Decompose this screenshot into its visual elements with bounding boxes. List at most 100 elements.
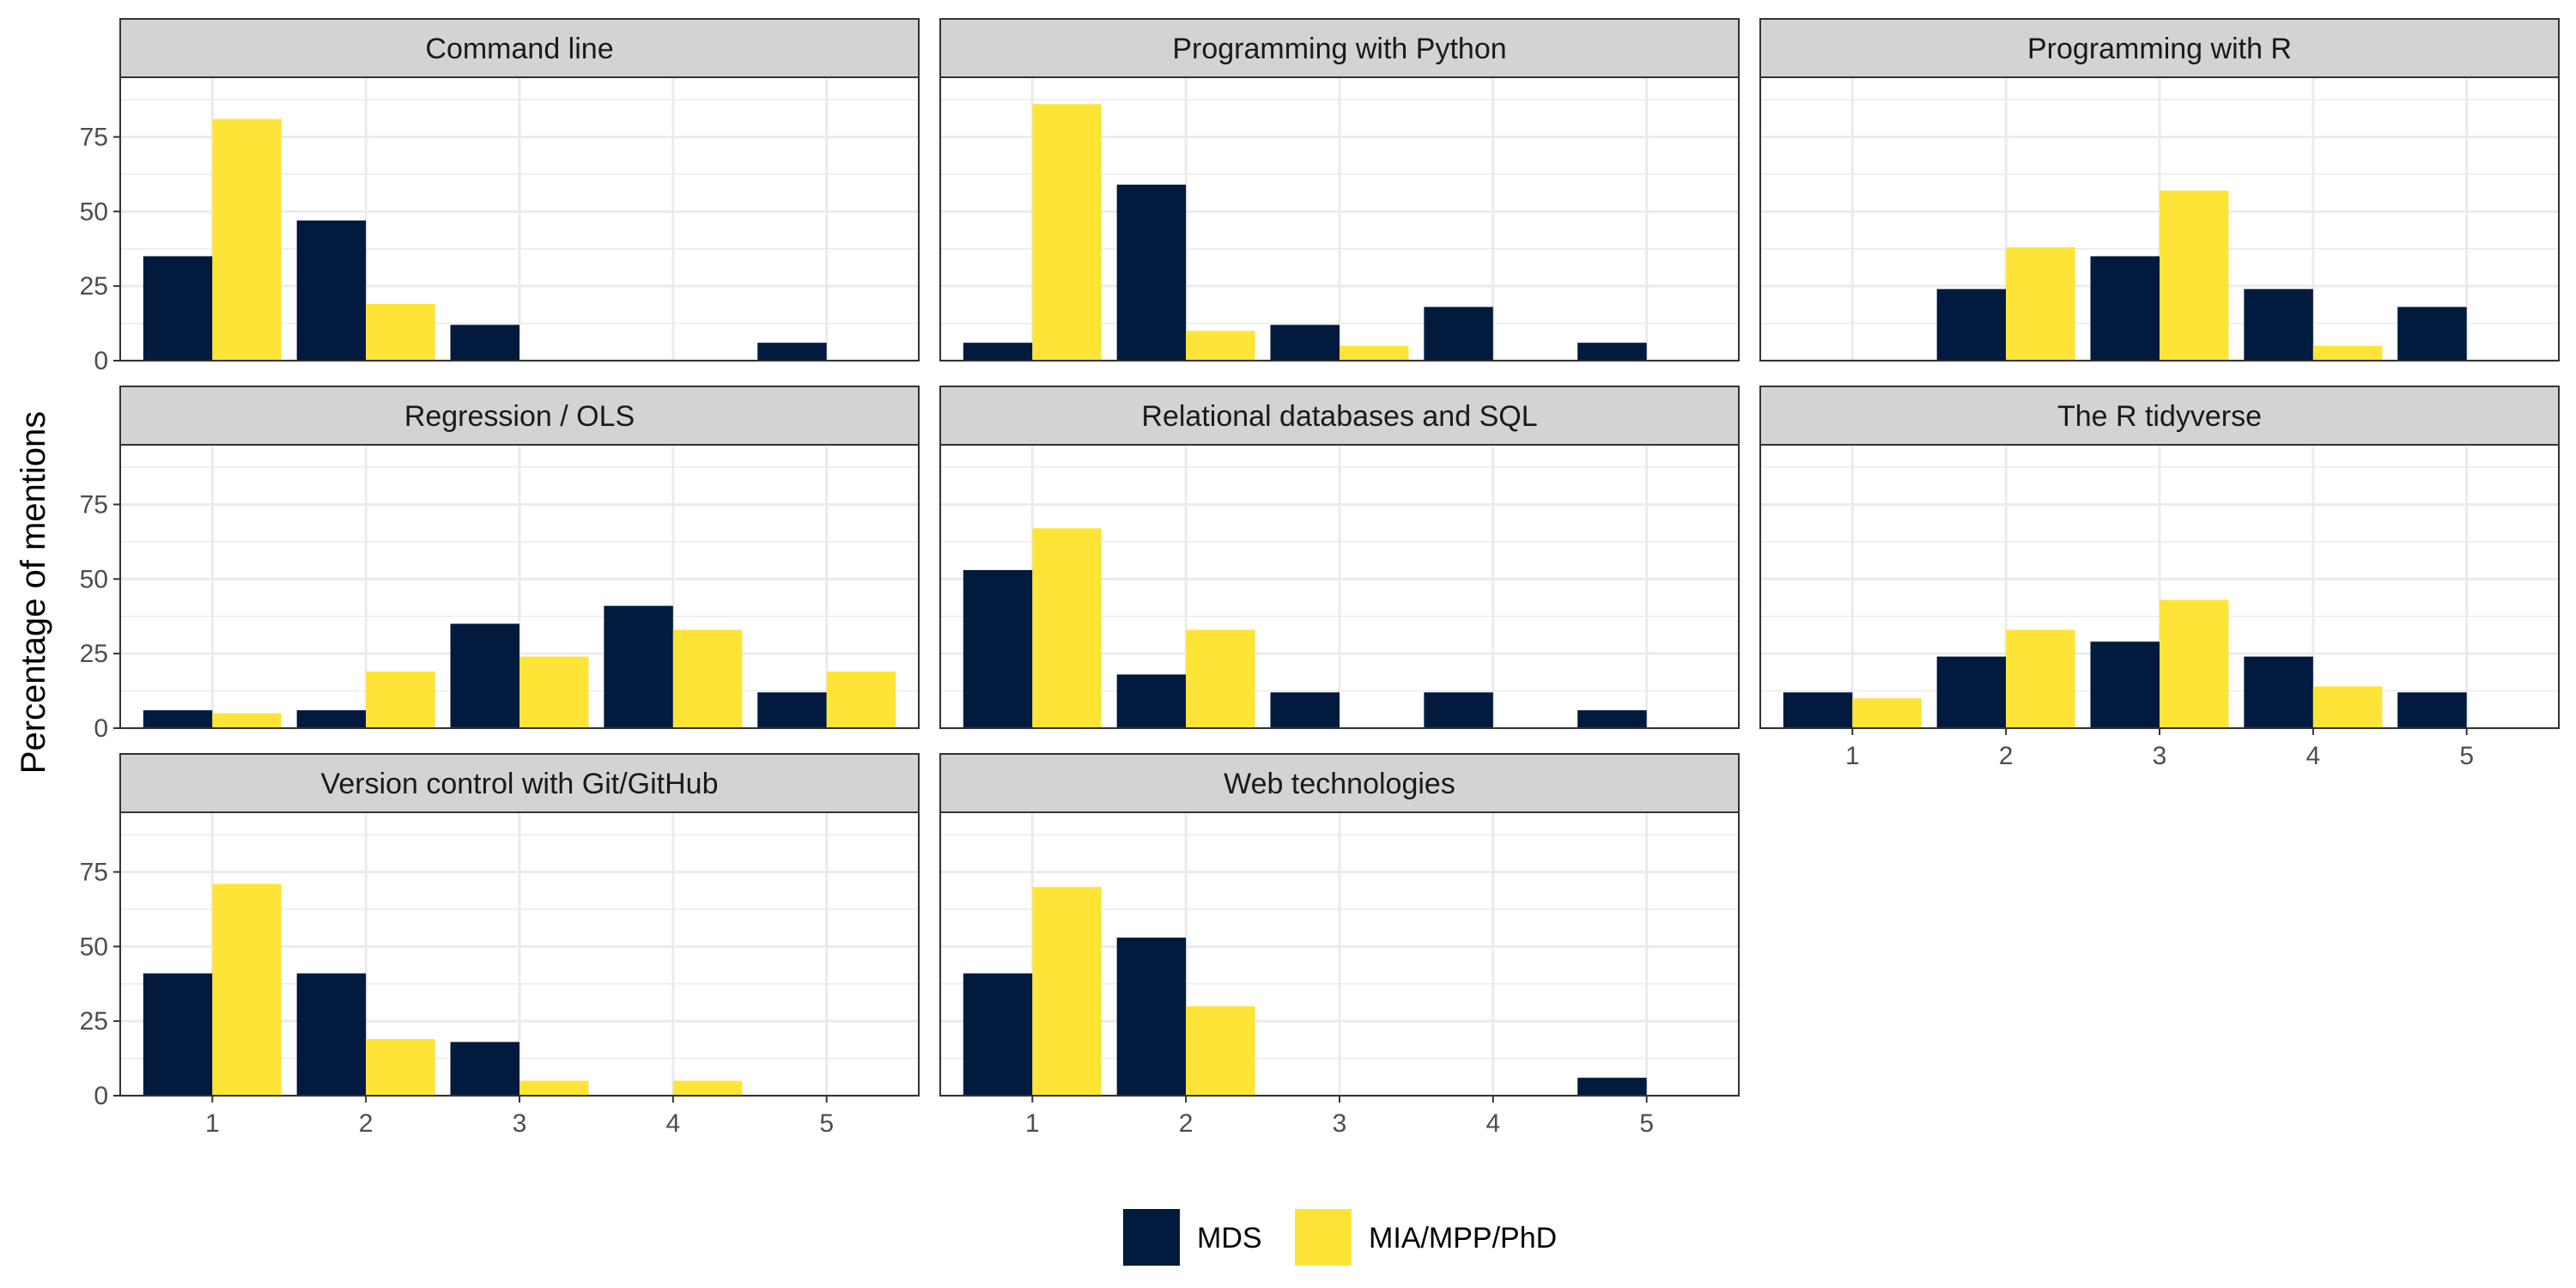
facet-title: Regression / OLS: [404, 400, 635, 433]
facet-title: Relational databases and SQL: [1141, 400, 1537, 433]
bar-mds: [1936, 656, 2007, 728]
legend-key-mds: [1123, 1209, 1180, 1266]
facet-title: Programming with R: [2027, 33, 2292, 65]
bar-mia-mpp-phd: [1186, 1005, 1255, 1096]
bar-mia-mpp-phd: [2160, 191, 2229, 361]
x-tick-label: 1: [205, 1109, 220, 1138]
panel-border: [119, 444, 920, 729]
bar-mia-mpp-phd: [1032, 528, 1102, 728]
facet-title: Version control with Git/GitHub: [321, 768, 719, 800]
bar-mia-mpp-phd: [672, 1080, 743, 1096]
x-tick-label: 3: [513, 1109, 527, 1138]
bar-mia-mpp-phd: [1032, 104, 1102, 361]
bar-mds: [604, 605, 673, 728]
bar-mia-mpp-phd: [519, 656, 589, 728]
x-tick-label: 1: [1845, 742, 1860, 770]
bar-mds: [1936, 289, 2007, 361]
facet-strip: [939, 753, 1740, 813]
y-tick-label: 0: [94, 1082, 108, 1110]
x-tick-label: 5: [819, 1109, 834, 1138]
y-tick-label: 75: [80, 123, 108, 151]
bar-mds: [1783, 692, 1853, 728]
bar-mia-mpp-phd: [212, 118, 282, 361]
bar-mds: [450, 1042, 519, 1096]
bar-mds: [1577, 710, 1647, 728]
facet-strip: [119, 753, 920, 813]
bar-mia-mpp-phd: [1032, 886, 1102, 1096]
facet-strip: [939, 386, 1740, 446]
bar-mds: [1116, 937, 1187, 1096]
x-tick-label: 5: [2459, 742, 2474, 770]
bar-mds: [1116, 674, 1187, 728]
bar-mds: [450, 623, 519, 728]
y-tick-label: 50: [80, 197, 108, 226]
legend-label: MIA/MPP/PhD: [1369, 1222, 1557, 1255]
panel-border: [939, 76, 1740, 361]
bar-mds: [963, 569, 1033, 728]
bar-mds: [1270, 325, 1340, 361]
y-axis-title: Percentage of mentions: [15, 411, 52, 774]
x-tick-label: 4: [2306, 742, 2321, 770]
bar-mia-mpp-phd: [1186, 331, 1255, 361]
bar-mds: [1116, 185, 1187, 361]
bar-mds: [2244, 656, 2313, 728]
facet-title: The R tidyverse: [2057, 400, 2262, 433]
y-tick-label: 25: [80, 640, 108, 668]
bar-mds: [1270, 692, 1340, 728]
x-tick-label: 3: [2153, 742, 2167, 770]
bar-mia-mpp-phd: [212, 713, 282, 728]
bar-mds: [143, 256, 213, 361]
panel-border: [1759, 76, 2560, 361]
bar-mia-mpp-phd: [2006, 629, 2075, 728]
facet-strip: [939, 18, 1740, 78]
bar-mia-mpp-phd: [2312, 345, 2383, 361]
bar-mds: [757, 343, 827, 361]
x-tick-label: 2: [1179, 1109, 1194, 1138]
bar-mds: [296, 973, 367, 1096]
facet-strip: [119, 18, 920, 78]
legend-key-mia-mpp-phd: [1295, 1209, 1352, 1266]
y-tick-label: 50: [80, 565, 108, 593]
bar-mds: [963, 343, 1033, 361]
bar-mia-mpp-phd: [1186, 629, 1255, 728]
bar-mds: [143, 973, 213, 1096]
facet-title: Web technologies: [1224, 768, 1455, 800]
bar-mds: [2397, 307, 2467, 361]
x-tick-label: 4: [666, 1109, 681, 1138]
x-tick-label: 4: [1486, 1109, 1501, 1138]
facet-panel: Programming with R: [1759, 18, 2560, 362]
panel-border: [939, 444, 1740, 729]
bar-mds: [2244, 289, 2313, 361]
y-tick-label: 50: [80, 933, 108, 961]
bar-mia-mpp-phd: [366, 671, 435, 728]
facet-panel: Command line 0 25 50 75: [80, 18, 920, 375]
legend-label: MDS: [1197, 1222, 1262, 1255]
y-tick-label: 25: [80, 1007, 108, 1036]
bar-mia-mpp-phd: [672, 629, 743, 728]
facet-title: Command line: [425, 33, 613, 65]
facet-panel: Relational databases and SQL: [939, 386, 1740, 730]
bar-mds: [450, 325, 519, 361]
bar-mia-mpp-phd: [1340, 345, 1409, 361]
bar-mia-mpp-phd: [1852, 698, 1922, 728]
facet-panel: Regression / OLS 0 25 50 75: [80, 386, 920, 743]
facet-panel: Web technologies 1 2 3 4 5: [939, 753, 1740, 1138]
facet-strip: [1759, 18, 2560, 78]
bar-mia-mpp-phd: [2312, 686, 2383, 728]
bar-mia-mpp-phd: [2006, 247, 2075, 361]
x-tick-label: 2: [359, 1109, 374, 1138]
bar-mds: [757, 692, 827, 728]
x-tick-label: 5: [1639, 1109, 1654, 1138]
y-tick-label: 0: [94, 347, 108, 375]
facet-strip: [119, 386, 920, 446]
facet-strip: [1759, 386, 2560, 446]
x-tick-label: 2: [1999, 742, 2014, 770]
bar-mia-mpp-phd: [366, 1039, 435, 1096]
bar-mds: [296, 710, 367, 728]
bar-mds: [296, 220, 367, 361]
y-tick-label: 75: [80, 858, 108, 886]
bar-mds: [2090, 256, 2160, 361]
